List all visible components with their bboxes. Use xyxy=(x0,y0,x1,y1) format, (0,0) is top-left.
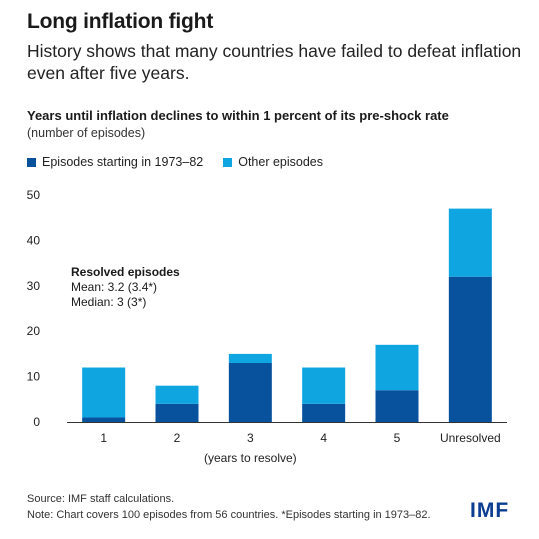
bar-segment-other xyxy=(302,367,346,404)
legend-swatch-other xyxy=(223,157,233,167)
x-tick-label: 1 xyxy=(100,431,107,445)
x-tick-label: 2 xyxy=(174,431,181,445)
chart-legend: Episodes starting in 1973–82 Other episo… xyxy=(27,155,343,169)
bar-segment-1973 xyxy=(228,362,272,422)
y-tick-label: 50 xyxy=(27,188,41,202)
x-tick-label: 4 xyxy=(320,431,327,445)
y-tick-label: 20 xyxy=(27,324,41,338)
legend-label-1973: Episodes starting in 1973–82 xyxy=(42,155,204,169)
bar-segment-1973 xyxy=(82,417,126,422)
annotation-title: Resolved episodes xyxy=(71,265,180,279)
bar-segment-other xyxy=(228,353,272,363)
y-tick-label: 10 xyxy=(27,370,41,384)
legend-item-1973: Episodes starting in 1973–82 xyxy=(27,155,203,169)
annotation-mean: Mean: 3.2 (3.4*) xyxy=(71,280,158,294)
y-tick-label: 40 xyxy=(27,233,41,247)
bar-segment-1973 xyxy=(155,403,199,422)
y-tick-label: 30 xyxy=(27,279,41,293)
annotation-median: Median: 3 (3*) xyxy=(71,295,147,309)
legend-label-other: Other episodes xyxy=(238,155,324,169)
bar-segment-other xyxy=(155,385,199,404)
page-title: Long inflation fight xyxy=(27,10,214,33)
footer-notes: Source: IMF staff calculations. Note: Ch… xyxy=(27,491,431,523)
chart-title: Years until inflation declines to within… xyxy=(27,108,449,123)
source-text: Source: IMF staff calculations. xyxy=(27,493,175,505)
bar-segment-1973 xyxy=(302,403,346,422)
bar-segment-other xyxy=(375,344,419,391)
x-tick-label: 5 xyxy=(394,431,401,445)
note-text: Note: Chart covers 100 episodes from 56 … xyxy=(27,509,431,521)
page-subtitle: History shows that many countries have f… xyxy=(27,41,522,83)
y-tick-label: 0 xyxy=(33,415,40,429)
resolved-episodes-annotation: Resolved episodes Mean: 3.2 (3.4*) Media… xyxy=(71,265,180,310)
imf-logo: IMF xyxy=(470,499,510,522)
legend-item-other: Other episodes xyxy=(223,155,323,169)
chart-subtitle: (number of episodes) xyxy=(27,126,146,140)
bar-segment-1973 xyxy=(375,390,419,422)
x-tick-label: Unresolved xyxy=(440,431,501,445)
bar-segment-1973 xyxy=(448,276,492,422)
bar-segment-other xyxy=(448,208,492,277)
bar-segment-other xyxy=(82,367,126,418)
x-axis-title: (years to resolve) xyxy=(204,451,297,465)
x-tick-label: 3 xyxy=(247,431,254,445)
legend-swatch-1973 xyxy=(27,157,36,167)
